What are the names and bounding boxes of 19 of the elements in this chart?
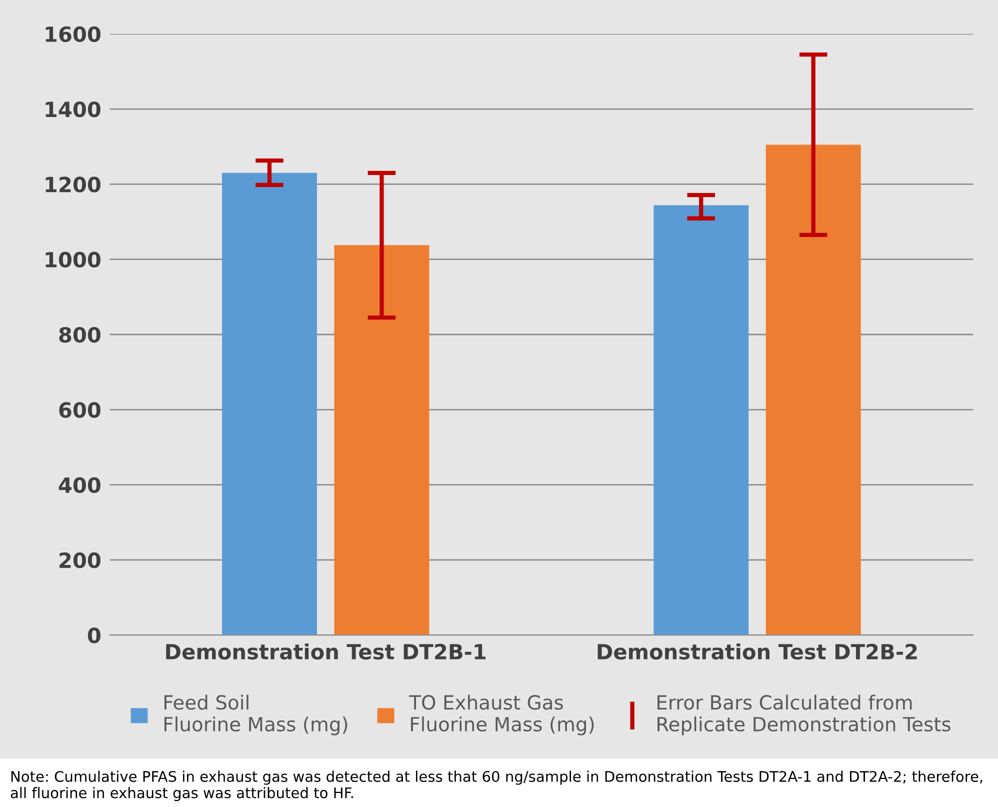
- y-tick-label: 200: [60, 552, 100, 568]
- text: Error Bars Calculated from Replicate Demonstration Tests: [658, 694, 950, 736]
- text: Note: Cumulative PFAS in exhaust gas was detected at less that 60 ng/sample in Demonstration Tests DT2A-1 and DT2A-2; therefore, all fluorine in exhaust gas was attributed to HF.: [10, 770, 982, 802]
- bar: [766, 144, 861, 636]
- y-tick-label: 1400: [46, 102, 100, 118]
- y-tick-label: 1000: [46, 252, 100, 268]
- x-tick-label: Demonstration Test DT2B-1: [166, 643, 486, 660]
- bar: [654, 205, 749, 636]
- y-tick-label: 800: [59, 326, 100, 343]
- x-tick-label: Demonstration Test DT2B-2: [598, 643, 917, 660]
- bar: [334, 245, 430, 636]
- y-tick-label: 400: [58, 477, 100, 494]
- legend-label: Feed Soil Fluorine Mass (mg): [164, 694, 348, 736]
- y-tick-label: 600: [59, 402, 100, 418]
- legend-label: TO Exhaust Gas Fluorine Mass (mg): [409, 694, 594, 736]
- bar: [222, 172, 317, 636]
- y-tick-label: 1200: [46, 176, 100, 192]
- y-tick-label: 0: [88, 628, 100, 644]
- y-tick-label: 1600: [46, 26, 100, 42]
